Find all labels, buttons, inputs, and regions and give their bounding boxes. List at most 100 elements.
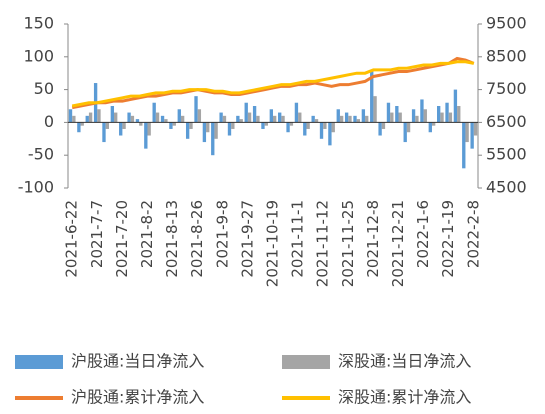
x-tick-label: 2021-11-12 — [314, 200, 332, 287]
bar — [169, 122, 173, 129]
bar — [85, 115, 89, 123]
bar — [211, 122, 215, 156]
bar — [311, 115, 315, 123]
bar — [206, 122, 210, 133]
y-tick-label: -50 — [28, 145, 54, 164]
bar — [72, 115, 76, 123]
bar — [319, 122, 324, 139]
bar — [278, 112, 282, 123]
bar — [227, 122, 232, 136]
x-tick-label: 2021-7-7 — [88, 200, 106, 268]
x-tick-label: 2021-11-25 — [339, 200, 357, 287]
legend-label: 深股通:累计净流入 — [338, 388, 471, 407]
bar — [289, 122, 294, 126]
line — [71, 60, 475, 108]
bar — [314, 119, 319, 123]
bar — [398, 112, 402, 123]
y-tick-label: 150 — [23, 14, 54, 33]
x-tick-label: 2021-12-8 — [364, 200, 382, 278]
line — [71, 56, 475, 110]
bar — [331, 122, 335, 133]
bar — [453, 89, 458, 123]
bar — [348, 115, 352, 123]
bar — [465, 122, 469, 143]
bar — [219, 112, 223, 123]
bar — [97, 109, 101, 123]
bar — [177, 109, 181, 123]
bar — [247, 112, 252, 123]
bar — [344, 112, 349, 123]
x-tick-label: 2021-9-27 — [238, 200, 256, 278]
bar — [457, 106, 461, 123]
x-tick-label: 2021-11-1 — [289, 200, 307, 278]
bar — [353, 115, 357, 123]
bar — [281, 115, 285, 123]
bar — [110, 106, 115, 123]
bar — [381, 122, 386, 129]
bar — [114, 112, 118, 123]
bar — [462, 122, 466, 169]
y2-tick-label: 7500 — [486, 79, 527, 98]
y2-tick-label: 5500 — [486, 145, 527, 164]
bar — [80, 122, 84, 126]
bar — [298, 112, 302, 123]
bar — [373, 96, 377, 123]
y2-tick-label: 8500 — [486, 46, 527, 65]
bar — [323, 122, 327, 129]
bar — [406, 122, 411, 133]
bar — [244, 102, 248, 123]
bar — [144, 122, 148, 149]
y2-tick-label: 9500 — [486, 14, 527, 33]
bar — [328, 122, 332, 146]
bar — [440, 112, 444, 123]
bar — [386, 102, 391, 123]
bar — [102, 122, 106, 143]
bar — [269, 109, 273, 123]
y-tick-label: 100 — [23, 46, 54, 65]
bar — [437, 106, 441, 123]
bar — [403, 122, 407, 143]
bar — [303, 122, 307, 136]
legend-label: 沪股通:累计净流入 — [71, 388, 204, 407]
bar — [473, 122, 478, 136]
y2-tick-label: 6500 — [486, 112, 527, 131]
bar — [135, 119, 140, 123]
bar — [68, 109, 73, 123]
bar — [88, 112, 93, 123]
bar — [445, 102, 449, 123]
x-tick-label: 2021-8-2 — [138, 200, 156, 268]
bar — [261, 122, 265, 129]
bar — [448, 112, 453, 123]
bar — [470, 122, 474, 149]
bar — [423, 109, 427, 123]
y-tick-label: 50 — [34, 79, 54, 98]
bar — [294, 102, 299, 123]
x-tick-label: 2021-6-22 — [63, 200, 81, 278]
bar — [147, 122, 151, 136]
legend-label: 深股通:当日净流入 — [338, 352, 471, 371]
x-tick-label: 2021-7-20 — [113, 200, 131, 278]
bar — [395, 106, 399, 123]
bar — [122, 122, 126, 129]
bar — [264, 122, 268, 126]
bar — [420, 99, 424, 123]
bar — [236, 115, 240, 123]
bar — [390, 112, 394, 123]
x-tick-label: 2022-2-8 — [464, 200, 482, 268]
bar — [365, 115, 369, 123]
x-tick-label: 2021-8-26 — [188, 200, 206, 278]
bar — [130, 115, 135, 123]
bar — [239, 119, 243, 123]
bar — [286, 122, 290, 133]
bar — [152, 102, 156, 123]
bar — [411, 109, 416, 123]
bar — [356, 119, 361, 123]
bar — [197, 109, 202, 123]
x-tick-label: 2021-12-21 — [389, 200, 407, 287]
bar — [336, 109, 340, 123]
y-tick-label: -100 — [18, 178, 54, 197]
bar — [139, 122, 143, 126]
x-tick-label: 2021-10-19 — [264, 200, 282, 287]
legend-swatch — [15, 355, 63, 369]
